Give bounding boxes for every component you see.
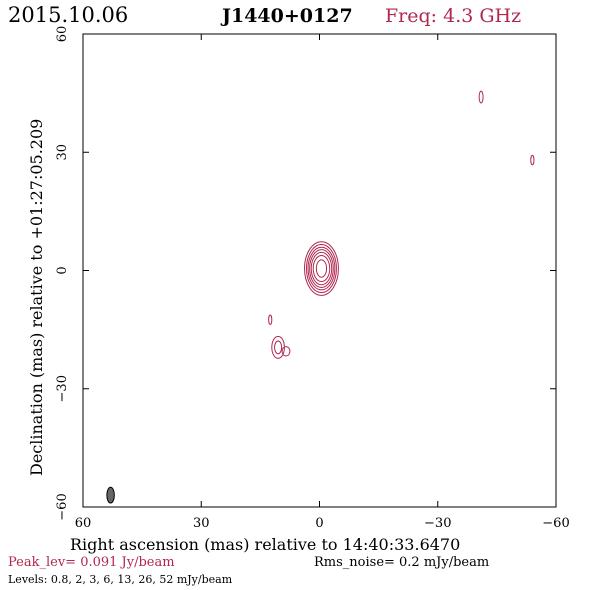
contour-line <box>268 314 273 326</box>
contour-levels: Levels: 0.8, 2, 3, 6, 13, 26, 52 mJy/bea… <box>8 573 233 586</box>
contour-line <box>307 246 336 291</box>
observation-date: 2015.10.06 <box>8 3 128 27</box>
y-tick-label: 30 <box>55 144 70 161</box>
x-tick-label: −60 <box>542 516 569 531</box>
y-tick-label: −60 <box>55 493 70 520</box>
y-tick-label: −30 <box>55 375 70 402</box>
contour-line <box>304 241 339 296</box>
rms-noise: Rms_noise= 0.2 mJy/beam <box>314 555 489 570</box>
y-tick-labels: −60 −30 0 30 60 <box>55 26 70 521</box>
contour-line <box>478 90 484 104</box>
x-tick-label: 30 <box>193 516 210 531</box>
axis-ticks <box>82 33 557 508</box>
contour-line <box>310 251 333 286</box>
contour-line <box>530 154 535 166</box>
contour-line <box>281 346 291 357</box>
y-tick-label: 60 <box>55 26 70 43</box>
contour-line <box>271 335 285 359</box>
x-tick-label: 60 <box>75 516 92 531</box>
x-tick-label: −30 <box>424 516 451 531</box>
peak-level: Peak_lev= 0.091 Jy/beam <box>8 555 175 570</box>
contour-line <box>274 340 283 355</box>
x-tick-label: 0 <box>315 516 323 531</box>
contour-line <box>305 243 337 294</box>
contour-line <box>312 255 331 283</box>
source-name: J1440+0127 <box>220 5 353 27</box>
beam-ellipse <box>106 486 115 504</box>
x-tick-labels: 60 30 0 −30 −60 <box>75 516 570 531</box>
contour-line <box>309 249 334 288</box>
beam-ellipse-group <box>106 486 115 504</box>
plot-frame <box>82 33 557 508</box>
y-tick-label: 0 <box>55 266 70 274</box>
y-axis-label: Declination (mas) relative to +01:27:05.… <box>27 119 46 476</box>
contour-line <box>315 259 328 278</box>
contour-set <box>268 90 535 359</box>
x-axis-label: Right ascension (mas) relative to 14:40:… <box>70 535 460 554</box>
frequency-label: Freq: 4.3 GHz <box>385 5 521 27</box>
